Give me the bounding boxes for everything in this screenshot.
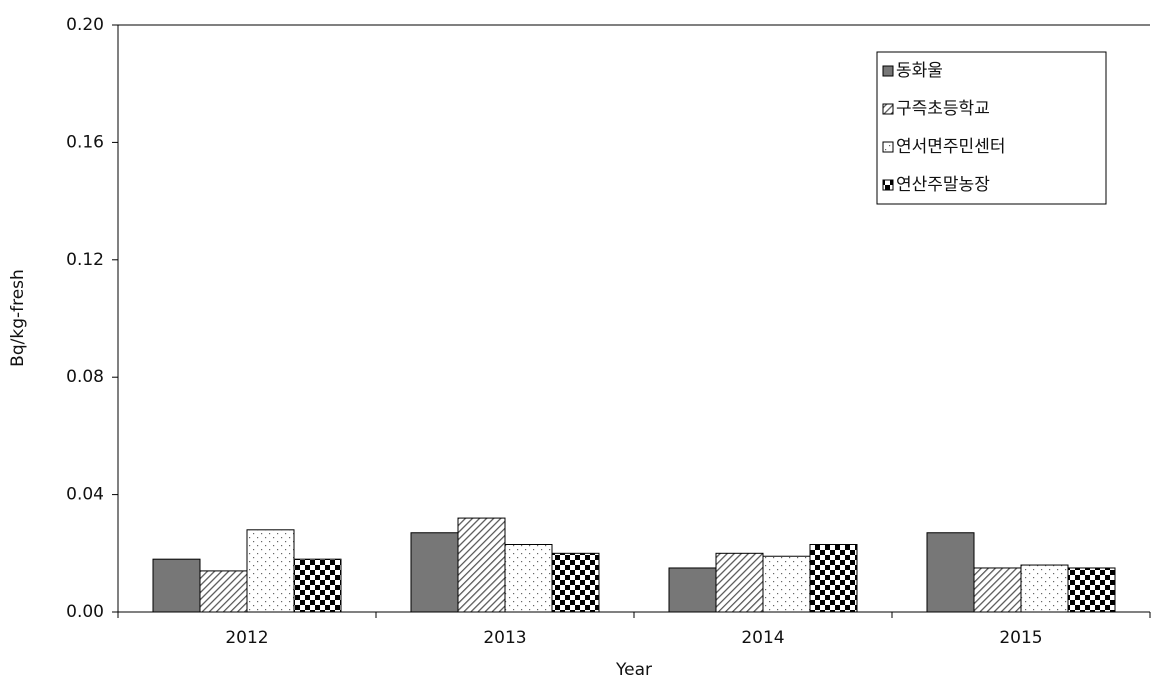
y-tick-label: 0.16 (66, 132, 104, 152)
bar (926, 532, 975, 613)
bar (762, 555, 811, 613)
bar (410, 532, 459, 613)
y-tick-label: 0.08 (66, 367, 104, 387)
bar (551, 552, 600, 613)
x-tick-label: 2012 (225, 628, 268, 648)
bar (152, 558, 201, 613)
x-tick-label: 2013 (483, 628, 526, 648)
legend-swatch (882, 103, 894, 115)
bar (809, 543, 858, 613)
bar (668, 567, 717, 613)
legend-label: 연산주말농장 (896, 175, 990, 195)
y-tick-label: 0.20 (66, 15, 104, 35)
y-tick-label: 0.04 (66, 485, 104, 505)
legend-label: 동화울 (896, 61, 943, 81)
legend-box (876, 51, 1107, 205)
bar (199, 570, 248, 613)
y-tick-label: 0.12 (66, 250, 104, 270)
legend-label: 연서면주민센터 (896, 137, 1005, 157)
legend-swatch (882, 179, 894, 191)
bar (504, 543, 553, 613)
legend-swatch (882, 141, 894, 153)
x-tick-label: 2015 (999, 628, 1042, 648)
y-tick-label: 0.00 (66, 602, 104, 622)
bar (1020, 564, 1069, 613)
bar (715, 552, 764, 613)
bar (457, 517, 506, 613)
x-tick-label: 2014 (741, 628, 784, 648)
bar (973, 567, 1022, 613)
legend-swatch (882, 65, 894, 77)
x-axis-label: Year (615, 660, 652, 680)
legend-label: 구즉초등학교 (896, 99, 990, 119)
bar (1067, 567, 1116, 613)
bar (293, 558, 342, 613)
bar (246, 529, 295, 613)
y-axis-label: Bq/kg-fresh (8, 269, 28, 367)
